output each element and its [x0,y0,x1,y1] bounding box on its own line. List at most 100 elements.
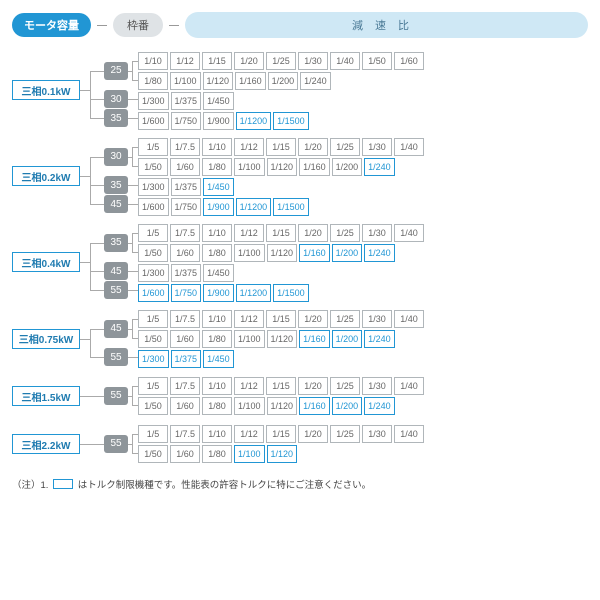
ratio-cell: 1/375 [171,264,202,282]
footnote: （注）1. はトルク制限機種です。性能表の許容トルクに特にご注意ください。 [12,477,588,491]
ratio-cell: 1/160 [299,244,330,262]
ratio-cell: 1/600 [138,284,169,302]
ratio-cell: 1/750 [171,198,202,216]
ratio-cell: 1/12 [234,138,264,156]
ratio-cell: 1/10 [202,425,232,443]
connector-line [90,204,104,205]
connector-line [132,99,138,100]
connector-line [132,166,138,167]
connector-line [90,243,91,291]
connector-line [90,99,104,100]
connector-line [90,329,104,330]
ratio-cell: 1/160 [299,158,330,176]
ratio-cell: 1/375 [171,92,202,110]
ratio-cell: 1/20 [298,138,328,156]
connector-line [132,61,133,80]
ratio-cell: 1/120 [267,158,298,176]
motor-box: 三相1.5kW [12,386,80,406]
connector-line [80,444,90,445]
connector-line [90,357,104,358]
ratio-cell: 1/100 [234,330,265,348]
ratio-cell: 1/900 [203,198,234,216]
ratio-cell: 1/240 [364,397,395,415]
ratio-cell: 1/900 [203,112,234,130]
ratio-cell: 1/450 [203,264,234,282]
motor-group: 1/51/7.51/101/121/151/201/251/301/401/50… [12,425,588,463]
ratio-cell: 1/7.5 [170,138,200,156]
ratio-cell: 1/200 [268,72,299,90]
ratio-cell: 1/120 [267,244,298,262]
ratio-cell: 1/300 [138,264,169,282]
ratio-cell: 1/12 [170,52,200,70]
ratio-cell: 1/25 [330,425,360,443]
frame-box: 30 [104,148,128,166]
ratio-cell: 1/60 [170,445,200,463]
motor-group: 1/51/7.51/101/121/151/201/251/301/401/50… [12,138,588,214]
ratio-cell: 1/40 [394,377,424,395]
connector-line [90,290,104,291]
ratio-cell: 1/80 [138,72,168,90]
ratio-row: 1/3001/3751/450 [138,178,588,196]
connector-line [132,386,133,405]
ratio-cell: 1/300 [138,92,169,110]
frame-box: 45 [104,262,128,280]
connector-line [80,339,90,340]
ratio-cell: 1/15 [266,224,296,242]
connector-line [132,319,133,338]
connector-line [132,204,138,205]
ratio-row: 1/6001/7501/9001/12001/1500 [138,284,588,302]
ratio-cell: 1/100 [234,397,265,415]
ratio-row: 1/501/601/801/1001/1201/1601/2001/240 [138,158,588,176]
connector-line [132,386,138,387]
connector-line [132,319,138,320]
motor-box: 三相0.2kW [12,166,80,186]
ratio-cell: 1/120 [267,397,298,415]
connector-line [132,271,138,272]
ratio-cell: 1/120 [267,445,298,463]
ratio-cell: 1/750 [171,112,202,130]
ratio-row: 1/801/1001/1201/1601/2001/240 [138,72,588,90]
ratio-cell: 1/600 [138,198,169,216]
ratio-cell: 1/20 [298,310,328,328]
ratio-cell: 1/80 [202,397,232,415]
ratio-row: 1/51/7.51/101/121/151/201/251/301/40 [138,310,588,328]
ratio-row: 1/501/601/801/1001/1201/1601/2001/240 [138,330,588,348]
connector-line [132,233,138,234]
ratio-cell: 1/240 [300,72,331,90]
connector-line [132,357,138,358]
ratio-cell: 1/10 [202,224,232,242]
frame-box: 55 [104,348,128,366]
connector-line [132,434,138,435]
ratio-cell: 1/30 [362,224,392,242]
ratio-cell: 1/40 [330,52,360,70]
ratio-row: 1/6001/7501/9001/12001/1500 [138,198,588,216]
ratio-cell: 1/600 [138,112,169,130]
connector-line [80,90,90,91]
ratio-cell: 1/20 [234,52,264,70]
connector-line [90,157,104,158]
frame-box: 30 [104,90,128,108]
ratio-cell: 1/200 [332,244,363,262]
ratio-cell: 1/25 [330,377,360,395]
connector-line [132,80,138,81]
ratio-cell: 1/30 [362,310,392,328]
motor-group: 1/51/7.51/101/121/151/201/251/301/40 1/50… [12,377,588,415]
frame-box: 35 [104,176,128,194]
ratio-row: 1/51/7.51/101/121/151/201/251/301/40 [138,425,588,443]
ratio-cell: 1/10 [202,310,232,328]
ratio-cell: 1/5 [138,425,168,443]
ratio-cell: 1/40 [394,425,424,443]
ratio-row: 1/51/7.51/101/121/151/201/251/301/40 [138,377,588,395]
ratio-row: 1/51/7.51/101/121/151/201/251/301/40 [138,224,588,242]
ratio-cell: 1/50 [138,397,168,415]
connector-line [90,118,104,119]
ratio-cell: 1/375 [171,178,202,196]
ratio-cell: 1/20 [298,224,328,242]
ratio-cell: 1/240 [364,330,395,348]
ratio-cell: 1/30 [298,52,328,70]
ratio-cell: 1/50 [138,330,168,348]
connector-line [132,233,133,252]
connector-line [132,252,138,253]
ratio-row: 1/6001/7501/9001/12001/1500 [138,112,588,130]
ratio-cell: 1/1200 [236,284,272,302]
